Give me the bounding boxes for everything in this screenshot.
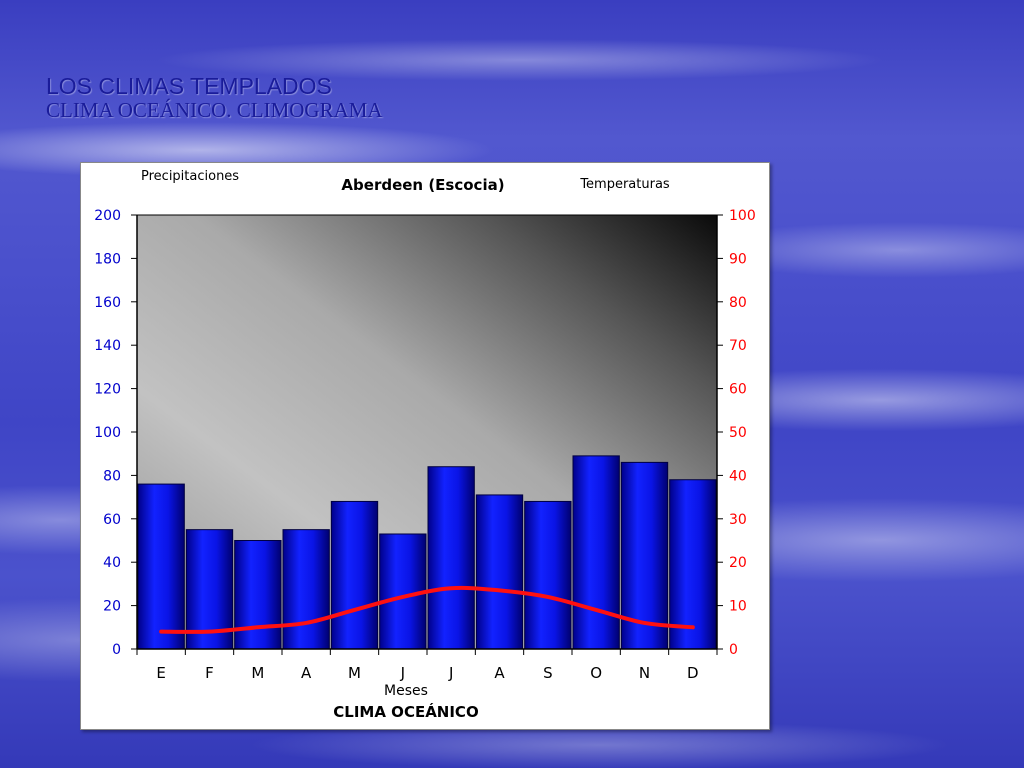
- x-tick-label: A: [494, 664, 505, 682]
- left-tick-label: 20: [103, 599, 121, 615]
- x-tick-label: N: [639, 664, 650, 682]
- precip-bar-8: [475, 494, 524, 650]
- right-axis-title: Temperaturas: [579, 177, 670, 192]
- left-tick-label: 200: [94, 208, 121, 224]
- x-tick-label: O: [590, 664, 602, 682]
- right-tick-label: 40: [729, 468, 747, 484]
- left-tick-label: 60: [103, 512, 121, 528]
- right-tick-label: 70: [729, 338, 747, 354]
- right-tick-label: 100: [729, 208, 756, 224]
- left-tick-label: 120: [94, 382, 121, 398]
- precip-bar-7: [427, 466, 475, 650]
- climograph-panel: 0 20 40 60 80 100 120 140 160 180 200 0 10 20 30 40 50 6…: [80, 162, 770, 730]
- left-tick-label: 0: [112, 642, 121, 658]
- left-tick-label: 80: [103, 468, 121, 484]
- slide-title-sub: CLIMA OCEÁNICO. CLIMOGRAMA: [46, 98, 383, 122]
- precip-bar-10: [572, 455, 620, 650]
- right-tick-label: 80: [729, 295, 747, 311]
- x-tick-label: M: [348, 664, 361, 682]
- chart-title: Aberdeen (Escocia): [341, 176, 504, 194]
- precip-bar-5: [330, 500, 379, 650]
- precip-bar-9: [524, 500, 572, 650]
- x-tick-label: A: [301, 664, 312, 682]
- left-tick-label: 180: [94, 251, 121, 267]
- right-tick-label: 20: [729, 555, 747, 571]
- precip-bar-1: [137, 483, 185, 650]
- right-tick-label: 10: [729, 599, 747, 615]
- right-tick-label: 90: [729, 251, 747, 267]
- slide-title-main: LOS CLIMAS TEMPLADOS: [46, 73, 332, 99]
- x-tick-label: M: [251, 664, 264, 682]
- temperature-line: [159, 585, 695, 634]
- x-tick-label: F: [205, 664, 214, 682]
- precip-bar-3: [234, 540, 282, 650]
- precip-bar-4: [282, 529, 330, 650]
- left-tick-label: 100: [94, 425, 121, 441]
- slide-title: LOS CLIMAS TEMPLADOS CLIMA OCEÁNICO. CLI…: [46, 74, 383, 122]
- right-tick-label: 0: [729, 642, 738, 658]
- x-tick-label: J: [400, 664, 405, 682]
- right-tick-label: 50: [729, 425, 747, 441]
- climograph-chart: 0 20 40 60 80 100 120 140 160 180 200 0 10 20 30 40 50 6…: [94, 169, 756, 721]
- precip-bar-12: [669, 479, 717, 650]
- x-tick-label: S: [543, 664, 553, 682]
- x-tick-label: J: [448, 664, 453, 682]
- left-axis-title: Precipitaciones: [141, 169, 239, 184]
- left-tick-label: 40: [103, 555, 121, 571]
- x-axis-title: Meses: [384, 683, 428, 699]
- right-tick-label: 30: [729, 512, 747, 528]
- chart-subtitle: CLIMA OCEÁNICO: [333, 702, 478, 721]
- right-tick-label: 60: [729, 382, 747, 398]
- plot-area: [137, 215, 717, 649]
- left-tick-label: 160: [94, 295, 121, 311]
- left-tick-label: 140: [94, 338, 121, 354]
- x-tick-label: D: [687, 664, 699, 682]
- x-tick-label: E: [156, 664, 165, 682]
